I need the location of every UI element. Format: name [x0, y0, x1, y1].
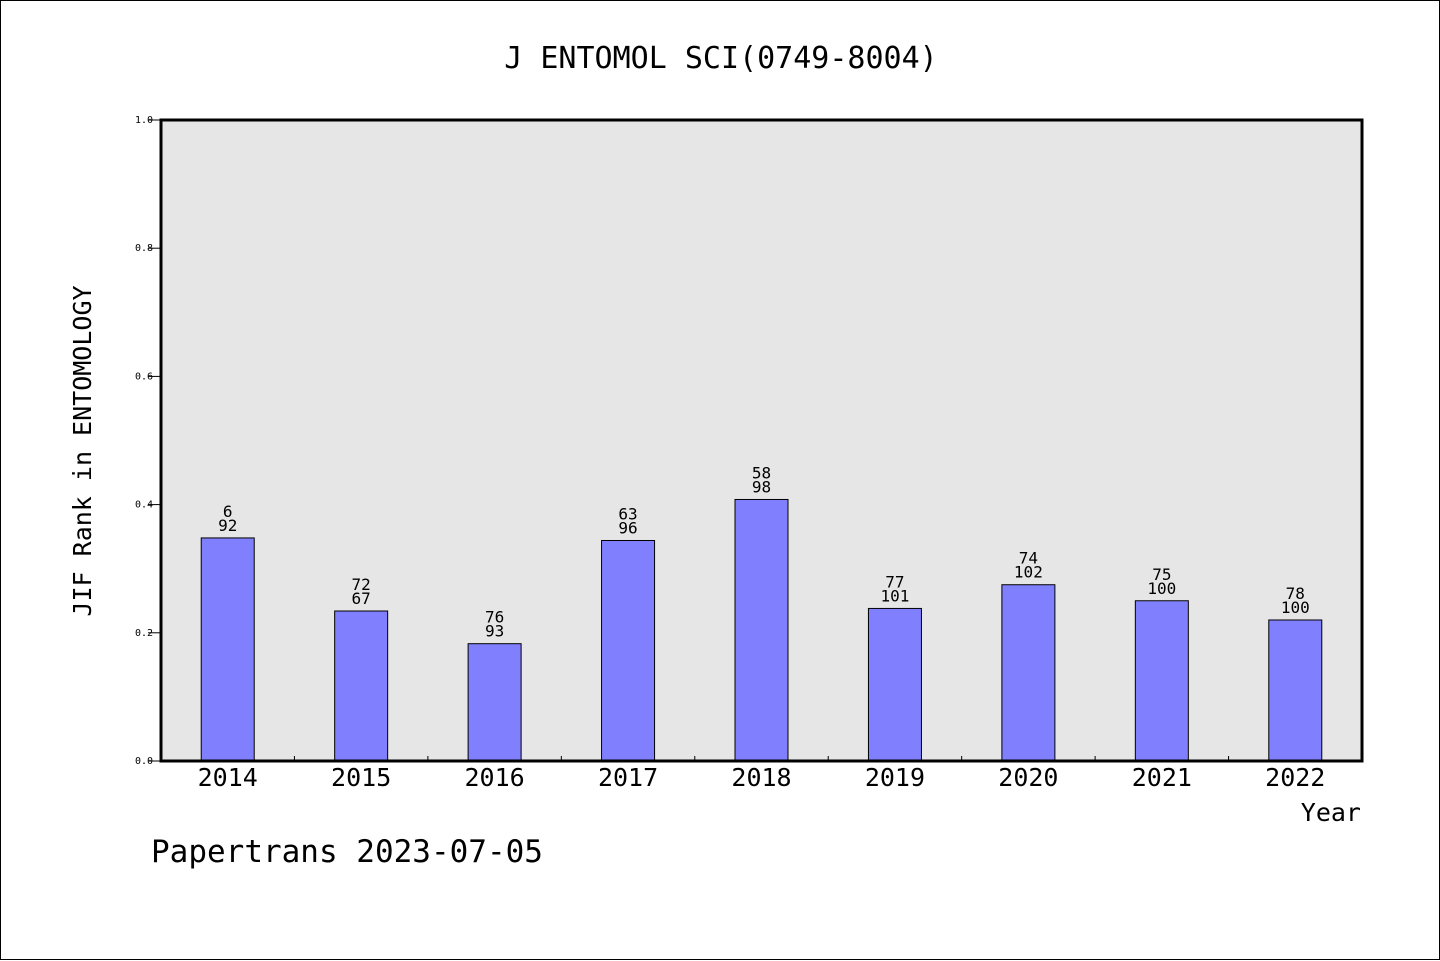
y-tick-label: 0.8 [135, 243, 153, 254]
bar-label-bottom-2020: 102 [1014, 563, 1043, 582]
bar-label-bottom-2019: 101 [880, 586, 909, 605]
bar-label-bottom-2016: 93 [485, 622, 504, 641]
x-tick-label-2021: 2021 [1132, 763, 1192, 792]
bar-label-top-2015: 72 [352, 575, 371, 594]
bar-label-bottom-2015: 67 [352, 589, 371, 608]
bar-label-top-2018: 58 [752, 463, 771, 482]
bar-label-bottom-2018: 98 [752, 477, 771, 496]
bar-2017 [601, 539, 656, 762]
bar-label-top-2022: 78 [1286, 584, 1305, 603]
bar-label-bottom-2014: 92 [218, 516, 237, 535]
bar-2020 [1001, 584, 1056, 762]
bar-2022 [1268, 619, 1323, 762]
bar-label-bottom-2021: 100 [1147, 579, 1176, 598]
x-tick-label-2018: 2018 [731, 763, 791, 792]
x-tick-label-2019: 2019 [865, 763, 925, 792]
y-tick-label: 1.0 [135, 115, 153, 126]
bar-2018 [734, 498, 789, 762]
plot-border [159, 118, 1364, 763]
bars [200, 498, 1323, 762]
x-tick-label-2017: 2017 [598, 763, 658, 792]
bar-label-bottom-2022: 100 [1281, 598, 1310, 617]
bar-2021 [1134, 600, 1189, 762]
y-tick-label: 0.2 [135, 628, 153, 639]
x-tick-label-2015: 2015 [331, 763, 391, 792]
y-axis-label: JIF Rank in ENTOMOLOGY [68, 285, 97, 616]
y-tick-label: 0.0 [135, 756, 153, 767]
bar-2015 [334, 610, 389, 762]
bar-2016 [467, 643, 522, 762]
bar-label-top-2019: 77 [885, 572, 904, 591]
bar-label-top-2021: 75 [1152, 565, 1171, 584]
bar-label-top-2016: 76 [485, 608, 504, 627]
x-axis: 2014 2015 2016 2017 2018 2019 2020 2021 2022 [198, 756, 1325, 792]
x-tick-label-2020: 2020 [998, 763, 1058, 792]
y-tick-label: 0.6 [135, 371, 153, 382]
bar-label-bottom-2017: 96 [618, 518, 637, 537]
x-tick-label-2016: 2016 [465, 763, 525, 792]
y-axis: 0.0 0.2 0.4 0.6 0.8 1.0 [135, 115, 161, 767]
chart-title: J ENTOMOL SCI(0749-8004) [504, 41, 937, 76]
bar-label-top-2014: 6 [223, 502, 233, 521]
bar-2014 [200, 537, 255, 762]
bar-2019 [867, 607, 922, 762]
footer-credit: Papertrans 2023-07-05 [151, 834, 543, 870]
bar-label-top-2020: 74 [1019, 549, 1038, 568]
y-tick-label: 0.4 [135, 500, 153, 511]
x-tick-label-2014: 2014 [198, 763, 258, 792]
x-tick-label-2022: 2022 [1265, 763, 1325, 792]
bar-label-top-2017: 63 [618, 504, 637, 523]
x-axis-label: Year [1301, 798, 1361, 827]
